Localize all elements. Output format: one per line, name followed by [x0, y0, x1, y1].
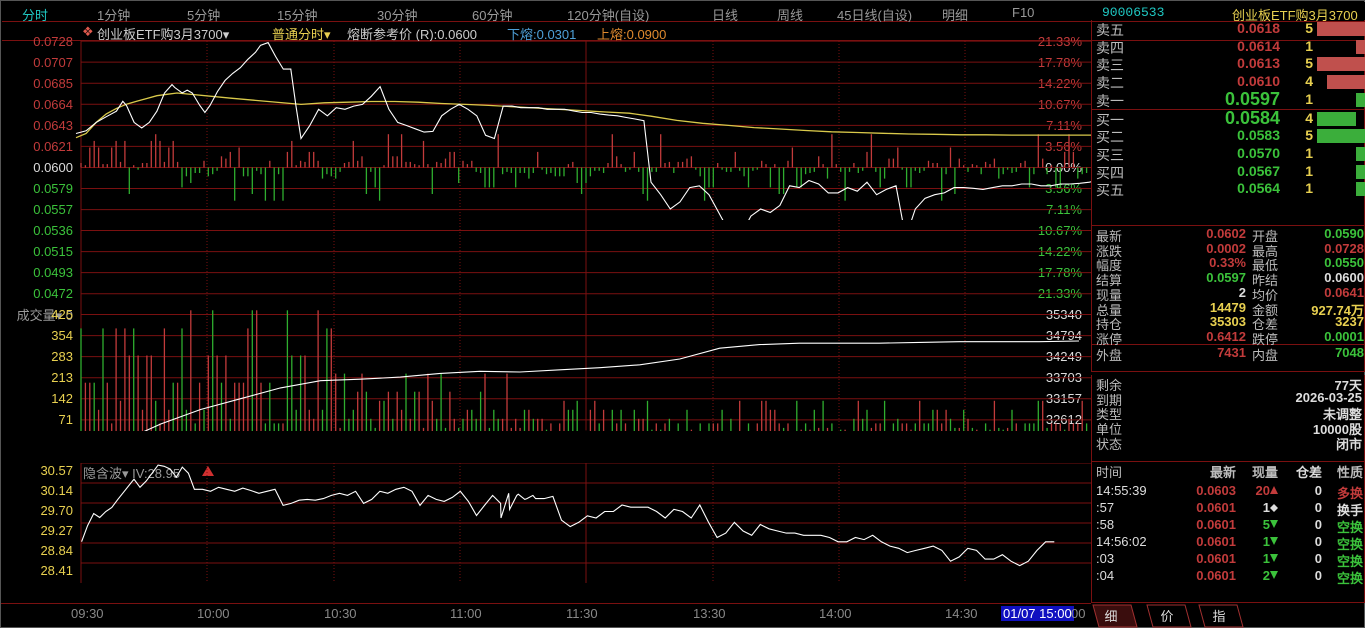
svg-text:指: 指: [1212, 609, 1225, 624]
svg-text:细: 细: [1104, 609, 1117, 624]
svg-text:价: 价: [1160, 609, 1173, 624]
